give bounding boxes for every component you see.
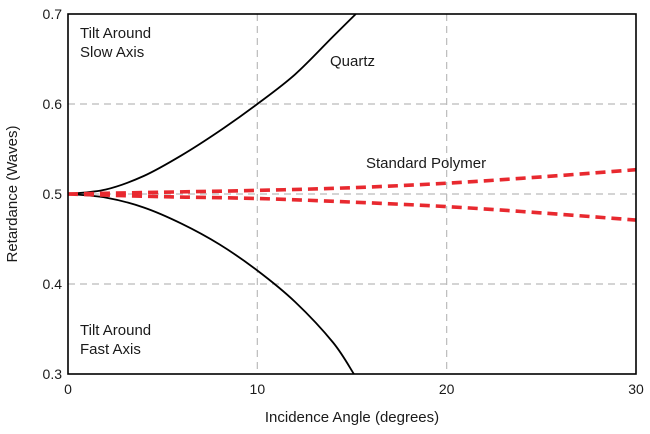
x-tick-label: 10 — [250, 381, 266, 397]
x-tick-label: 30 — [628, 381, 644, 397]
fast-axis-label-line1: Tilt Around — [80, 322, 151, 339]
slow-axis-label-line1: Tilt Around — [80, 25, 151, 42]
grid — [68, 14, 636, 374]
quartz-label: Quartz — [330, 53, 375, 70]
y-axis-title: Retardance (Waves) — [4, 126, 21, 263]
y-tick-label: 0.5 — [43, 186, 63, 202]
y-tick-label: 0.3 — [43, 366, 63, 382]
plot-frame — [67, 13, 637, 375]
fast-axis-label-line2: Fast Axis — [80, 341, 141, 358]
x-tick-label: 20 — [439, 381, 455, 397]
polymer-curve-lower — [67, 192, 637, 222]
y-tick-label: 0.4 — [43, 276, 63, 292]
x-axis-title: Incidence Angle (degrees) — [265, 409, 439, 426]
series-group — [67, 13, 637, 375]
y-tick-label: 0.7 — [43, 6, 63, 22]
polymer-curve-upper — [67, 167, 637, 196]
polymer-label: Standard Polymer — [366, 155, 486, 172]
y-tick-label: 0.6 — [43, 96, 63, 112]
quartz-curve-upper — [67, 13, 357, 195]
tick-labels: 0 10 20 30 0.3 0.4 0.5 0.6 0.7 — [43, 6, 644, 397]
quartz-curve-lower — [67, 193, 355, 375]
slow-axis-label-line2: Slow Axis — [80, 44, 144, 61]
x-tick-label: 0 — [64, 381, 72, 397]
